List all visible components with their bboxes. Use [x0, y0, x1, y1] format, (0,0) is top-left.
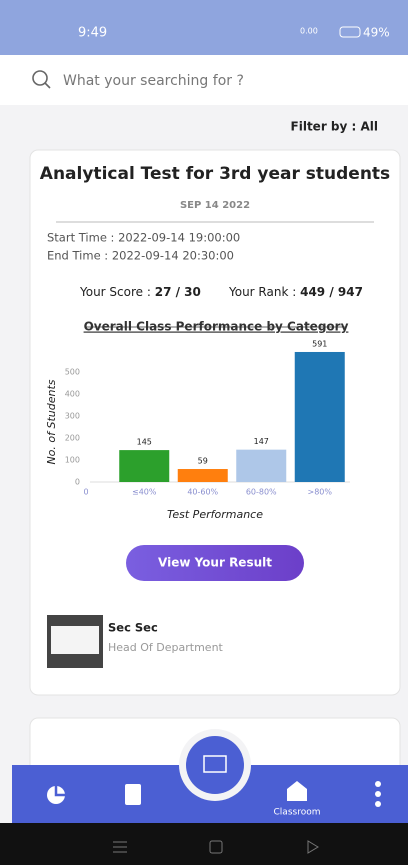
value-label: 591 — [312, 339, 327, 348]
y-tick-label: 400 — [65, 390, 80, 399]
x-tick-label: 40-60% — [187, 488, 218, 497]
bar — [178, 469, 228, 482]
nav-home-label[interactable]: Classroom — [274, 808, 321, 818]
y-tick-label: 200 — [65, 434, 80, 443]
author-role: Head Of Department — [108, 641, 224, 654]
x-tick-label: 60-80% — [246, 488, 277, 497]
bar — [295, 352, 345, 482]
system-nav — [0, 823, 408, 865]
end-time: End Time : 2022-09-14 20:30:00 — [47, 249, 234, 263]
score-value: 27 / 30 — [155, 285, 201, 299]
battery: 49% — [363, 26, 390, 40]
rank: Your Rank : 449 / 947 — [228, 285, 363, 299]
chart-title: Overall Class Performance by Category — [84, 320, 349, 334]
x-tick-label: ≤40% — [132, 488, 157, 497]
bar — [119, 450, 169, 482]
value-label: 145 — [137, 438, 152, 447]
score: Your Score : 27 / 30 — [79, 285, 201, 299]
value-label: 59 — [198, 457, 208, 466]
author-thumbnail — [51, 626, 99, 654]
page: 9:49 0.00 49% What your searching for ? … — [0, 0, 408, 865]
card-date: SEP 14 2022 — [180, 200, 250, 211]
x-origin-label: 0 — [83, 488, 88, 497]
x-tick-label: >80% — [308, 488, 333, 497]
nav-more-icon[interactable] — [375, 781, 381, 787]
result-button-label[interactable]: View Your Result — [158, 556, 272, 570]
search-placeholder[interactable]: What your searching for ? — [63, 73, 244, 89]
rank-label: Your Rank : — [228, 285, 300, 299]
rank-value: 449 / 947 — [300, 285, 363, 299]
screen: 9:49 0.00 49% What your searching for ? … — [0, 0, 408, 865]
author-name: Sec Sec — [108, 621, 158, 635]
clock: 9:49 — [78, 26, 107, 41]
y-tick-label: 0 — [75, 478, 80, 487]
y-tick-label: 300 — [65, 412, 80, 421]
score-label: Your Score : — [79, 285, 155, 299]
value-label: 147 — [254, 437, 269, 446]
net-speed: 0.00 — [300, 27, 318, 36]
nav-book-icon[interactable] — [125, 784, 141, 805]
y-tick-label: 100 — [65, 456, 80, 465]
start-time: Start Time : 2022-09-14 19:00:00 — [47, 231, 240, 245]
bar — [236, 450, 286, 482]
nav-center-button[interactable] — [186, 736, 244, 794]
y-tick-label: 500 — [65, 368, 80, 377]
card-title: Analytical Test for 3rd year students — [40, 164, 390, 184]
y-axis-label: No. of Students — [45, 379, 58, 464]
nav-more-icon — [375, 791, 381, 797]
x-axis-label: Test Performance — [167, 508, 263, 521]
nav-more-icon — [375, 801, 381, 807]
filter[interactable]: Filter by : All — [291, 120, 378, 134]
